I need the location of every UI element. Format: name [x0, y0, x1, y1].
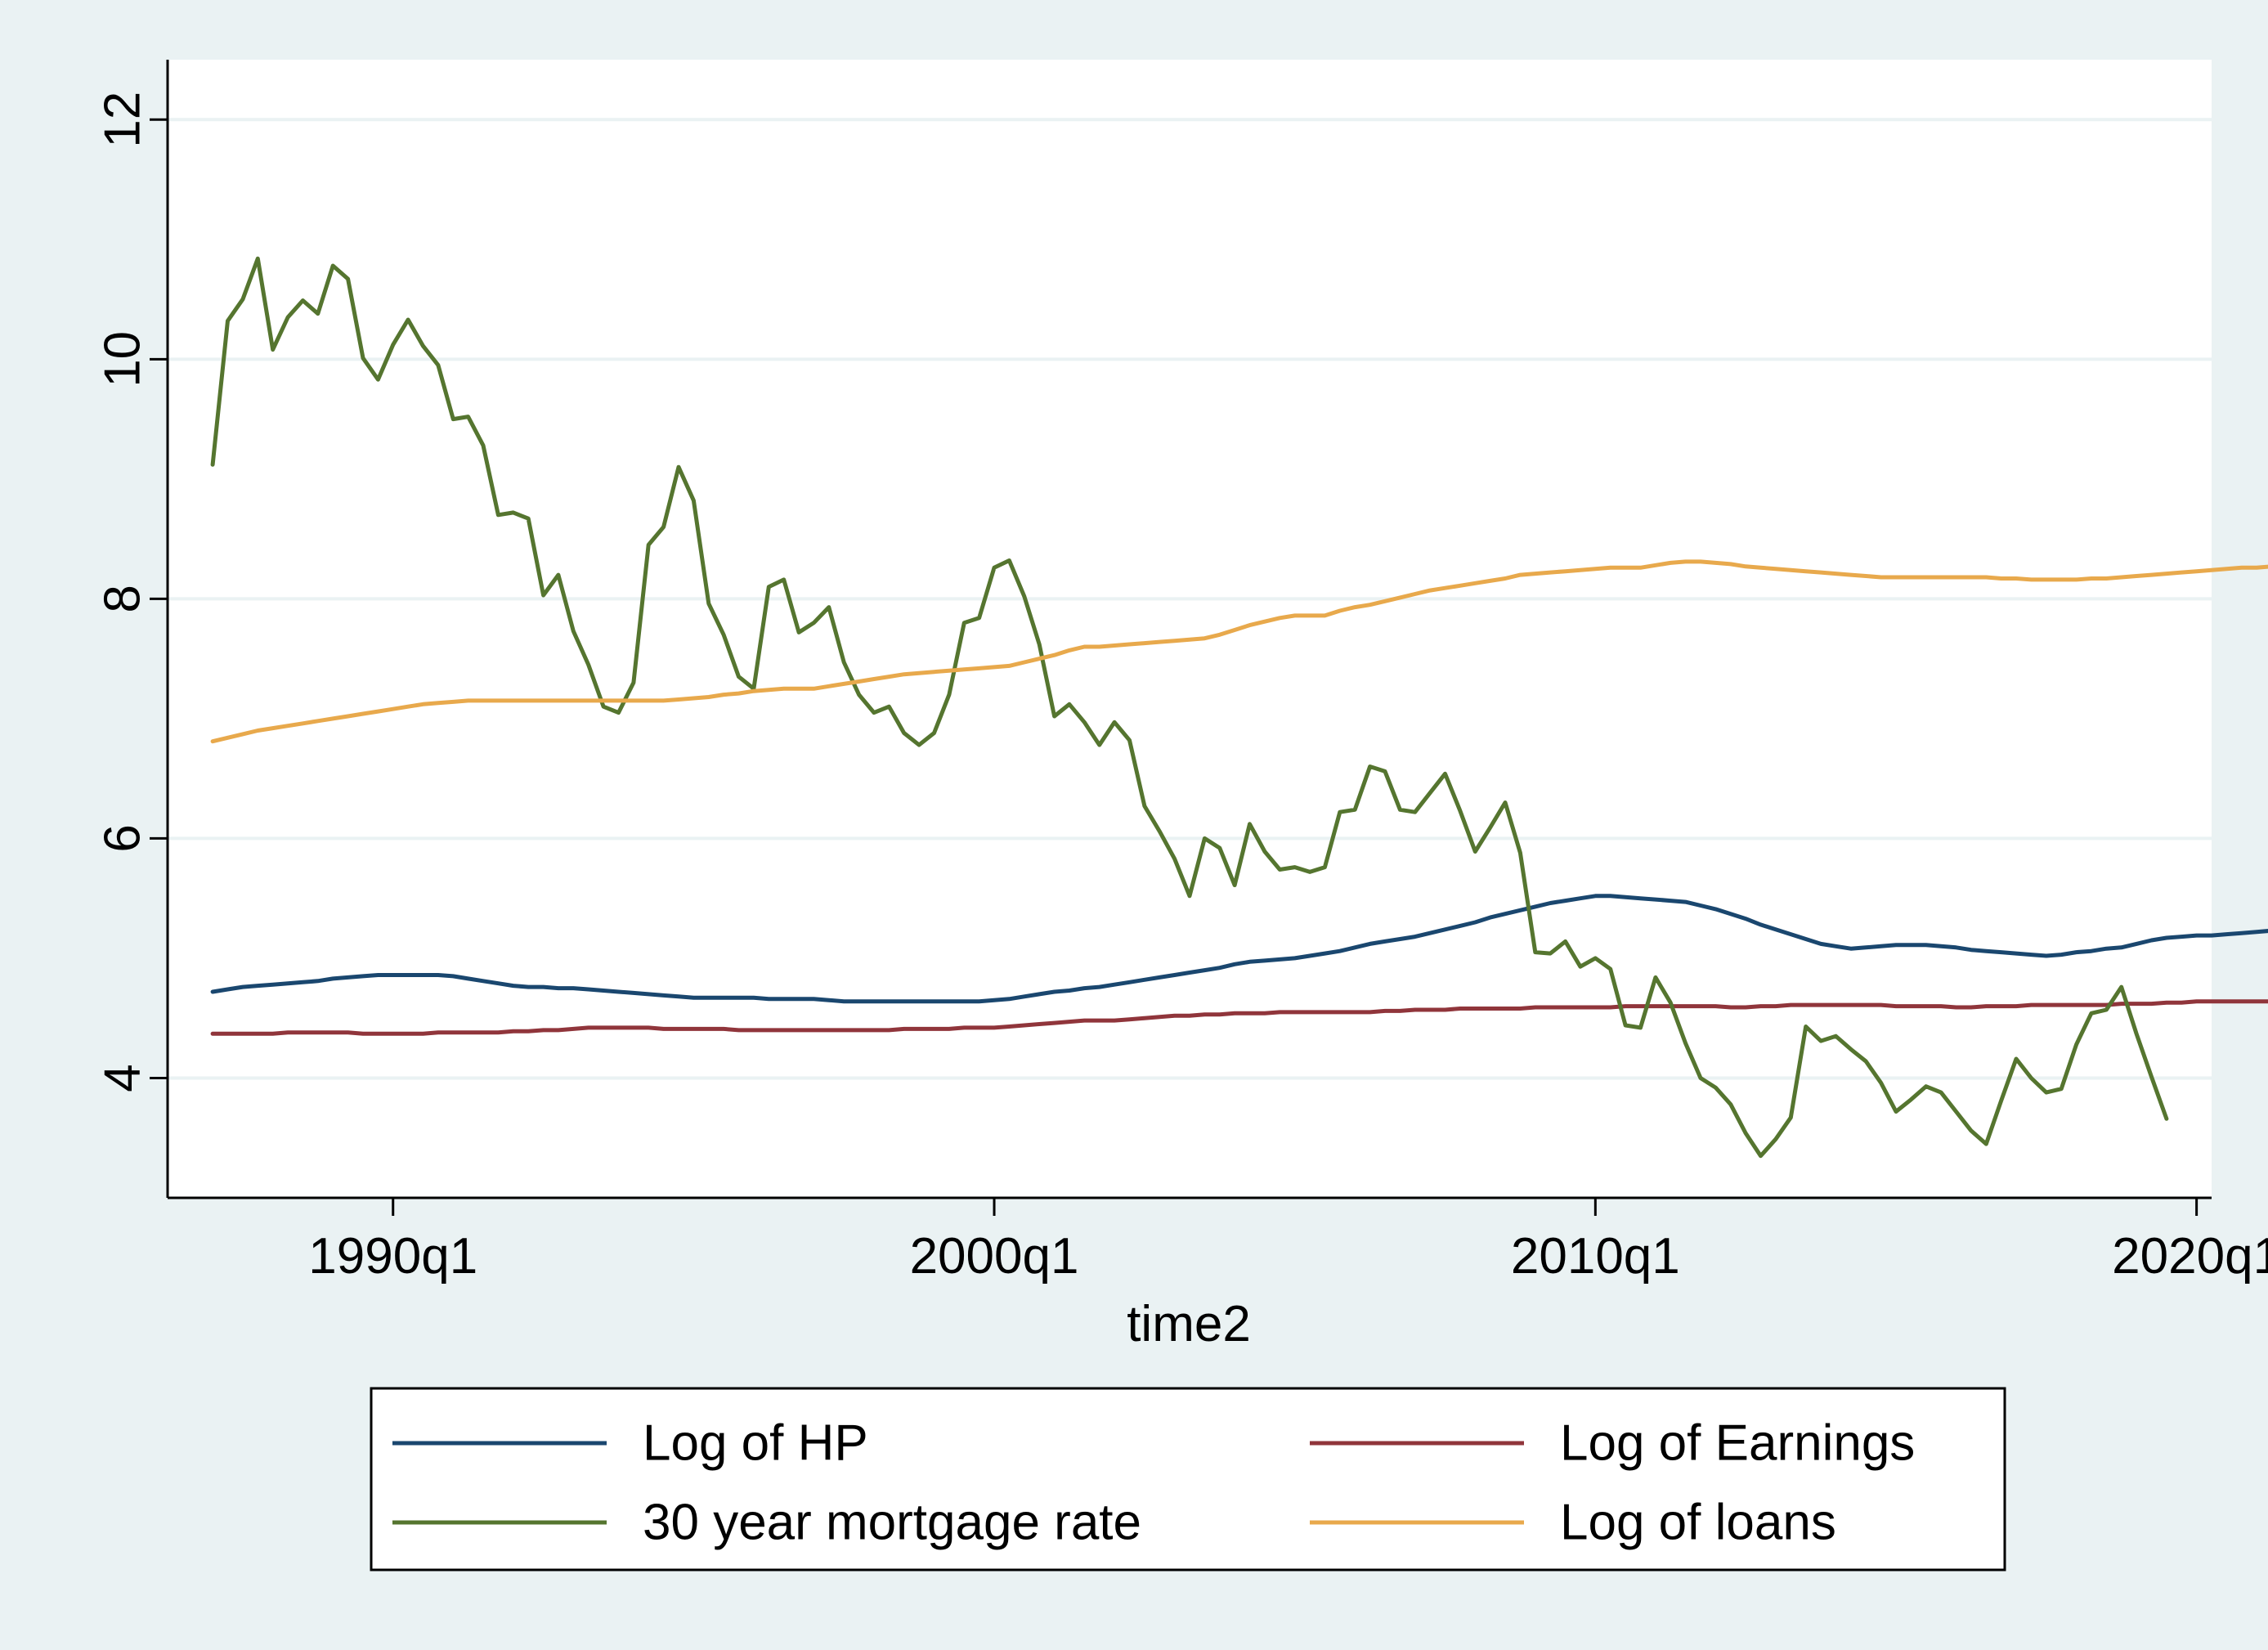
legend-label-3: Log of loans — [1560, 1495, 1836, 1551]
legend-label-2: 30 year mortgage rate — [643, 1495, 1141, 1551]
series-line-3 — [210, 559, 2268, 744]
grid-lines — [168, 118, 2212, 1080]
series-line-1 — [210, 999, 2268, 1036]
x-tick-label: 2020q1 — [2112, 1228, 2268, 1285]
y-tick-label: 4 — [95, 1064, 151, 1092]
y-tick-label: 12 — [95, 92, 151, 148]
legend-label-0: Log of HP — [643, 1415, 868, 1472]
y-ticks: 4 6 8 10 12 — [95, 92, 168, 1092]
x-tick-label: 2010q1 — [1511, 1228, 1680, 1285]
legend-label-1: Log of Earnings — [1560, 1415, 1915, 1472]
y-tick-label: 8 — [95, 585, 151, 612]
y-tick-label: 6 — [95, 824, 151, 852]
legend: Log of HP Log of Earnings 30 year mortgage… — [370, 1387, 2006, 1572]
x-tick-label: 1990q1 — [308, 1228, 477, 1285]
y-tick-label: 10 — [95, 331, 151, 388]
series-line-2 — [210, 256, 2169, 1159]
plot-area — [168, 60, 2212, 1198]
x-axis-title: time2 — [1127, 1296, 1251, 1352]
legend-box — [370, 1387, 2006, 1572]
x-ticks: 1990q1 2000q1 2010q1 2020q1 — [308, 1198, 2268, 1285]
x-tick-label: 2000q1 — [910, 1228, 1079, 1285]
axes — [166, 60, 2212, 1199]
series-line-0 — [210, 894, 2268, 1004]
series-lines — [210, 256, 2268, 1159]
